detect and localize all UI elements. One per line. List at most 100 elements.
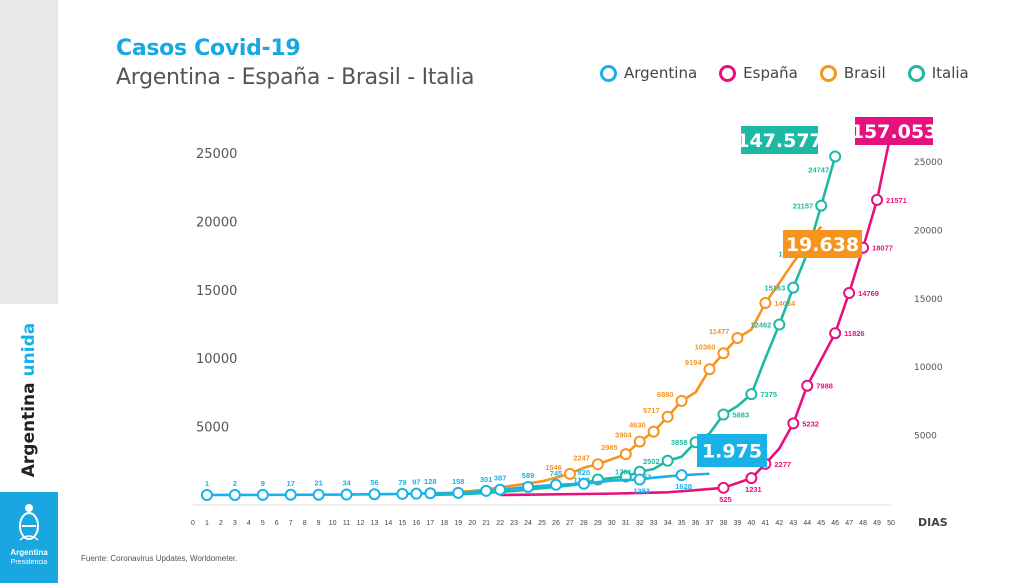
- data-point: [717, 481, 730, 494]
- callout-box-italia: [741, 126, 818, 154]
- y-tick-label-right: 25000: [914, 158, 943, 168]
- x-tick-label: 25: [538, 520, 546, 527]
- data-point: [843, 286, 856, 299]
- data-label: 158: [452, 477, 465, 486]
- data-point: [256, 488, 269, 501]
- data-label: 97: [412, 478, 420, 487]
- data-label: 9: [261, 479, 265, 488]
- legend: Argentina España Brasil Italia: [600, 64, 991, 82]
- data-label: 1628: [675, 482, 692, 491]
- x-tick-label: 49: [873, 520, 881, 527]
- data-label: 5232: [802, 419, 819, 428]
- data-label: 79: [398, 478, 406, 487]
- x-tick-label: 17: [426, 520, 434, 527]
- x-tick-label: 16: [412, 520, 420, 527]
- x-tick-label: 38: [720, 520, 728, 527]
- data-label: 820: [578, 468, 591, 477]
- callout-value-brasil: 19.638: [786, 234, 859, 256]
- data-point: [675, 394, 688, 407]
- callout-value-espana: 157.053: [851, 121, 938, 143]
- y-tick-label-left: 5000: [196, 421, 229, 436]
- data-label: 21157: [793, 202, 813, 211]
- chart-title: Casos Covid-19: [116, 36, 301, 61]
- x-tick-label: 30: [608, 520, 616, 527]
- x-tick-label: 33: [650, 520, 658, 527]
- x-tick-label: 5: [261, 520, 265, 527]
- presidencia-logo: Argentina Presidencia: [0, 492, 58, 583]
- x-tick-label: 26: [552, 520, 560, 527]
- data-point: [452, 486, 465, 499]
- x-tick-label: 0: [191, 520, 195, 527]
- data-point: [577, 477, 590, 490]
- data-label: 3904: [615, 431, 633, 440]
- series-line-italia: [430, 156, 837, 497]
- data-point: [480, 484, 493, 497]
- data-label: 24747: [808, 165, 829, 174]
- x-tick-label: 2: [219, 520, 223, 527]
- series-espana: 525 1231 2277 5232 7988 11826 14769 18077 21571: [500, 132, 907, 504]
- y-tick-label-right: 15000: [914, 295, 943, 305]
- data-point: [368, 488, 381, 501]
- x-tick-label: 45: [817, 520, 825, 527]
- x-tick-label: 21: [482, 520, 490, 527]
- data-label: 2: [233, 479, 237, 488]
- chart-subtitle: Argentina - España - Brasil - Italia: [116, 65, 475, 90]
- data-label: 1231: [745, 485, 762, 494]
- data-point: [787, 417, 800, 430]
- data-point: [410, 487, 423, 500]
- data-point: [396, 487, 409, 500]
- x-tick-label: 1: [205, 520, 209, 527]
- data-label: 56: [370, 478, 378, 487]
- x-tick-label: 39: [734, 520, 742, 527]
- data-point: [522, 480, 535, 493]
- x-tick-label: 23: [510, 520, 518, 527]
- data-label: 301: [480, 475, 493, 484]
- sidebar: Argentina unida Argentina Presidencia: [0, 0, 58, 583]
- data-label: 18077: [872, 244, 893, 253]
- data-point: [661, 410, 674, 423]
- x-tick-label: 18: [440, 520, 448, 527]
- data-label: 2277: [774, 460, 791, 469]
- data-point: [871, 193, 884, 206]
- data-label: 11826: [844, 329, 864, 338]
- data-label: 14034: [774, 299, 796, 308]
- x-tick-label: 28: [580, 520, 588, 527]
- callout-value-argentina: 1.975: [702, 441, 762, 463]
- data-label: 15163: [764, 284, 785, 293]
- data-point: [619, 448, 632, 461]
- presidencia-line-2: Presidencia: [10, 559, 48, 566]
- y-tick-label-left: 15000: [196, 284, 237, 299]
- x-tick-label: 4: [247, 520, 251, 527]
- data-point: [591, 458, 604, 471]
- legend-item-italia: Italia: [907, 64, 969, 82]
- data-label: 745: [550, 469, 563, 478]
- data-label: 1353: [633, 487, 650, 496]
- data-point: [563, 467, 576, 480]
- data-point: [787, 281, 800, 294]
- x-axis-label: DIAS: [918, 516, 948, 529]
- legend-label-argentina: Argentina: [624, 64, 698, 82]
- legend-marker-italia: [907, 64, 925, 82]
- x-tick-label: 19: [454, 520, 462, 527]
- data-point: [424, 487, 437, 500]
- data-point: [745, 472, 758, 485]
- data-label: 589: [522, 471, 535, 480]
- legend-label-brasil: Brasil: [843, 64, 886, 82]
- y-tick-label-left: 25000: [196, 147, 237, 162]
- x-tick-label: 13: [371, 520, 379, 527]
- data-point: [284, 488, 297, 501]
- data-point: [731, 331, 744, 344]
- x-tick-label: 27: [566, 520, 574, 527]
- data-label: 9194: [685, 358, 703, 367]
- data-point: [717, 347, 730, 360]
- data-label: 7375: [760, 390, 777, 399]
- data-label: 1: [205, 479, 209, 488]
- data-label: 34: [342, 479, 351, 488]
- data-point: [647, 425, 660, 438]
- data-label: 6880: [657, 390, 674, 399]
- x-tick-label: 44: [803, 520, 811, 527]
- data-label: 4630: [629, 421, 646, 430]
- data-label: 2502: [643, 457, 660, 466]
- data-label: 2985: [601, 443, 618, 452]
